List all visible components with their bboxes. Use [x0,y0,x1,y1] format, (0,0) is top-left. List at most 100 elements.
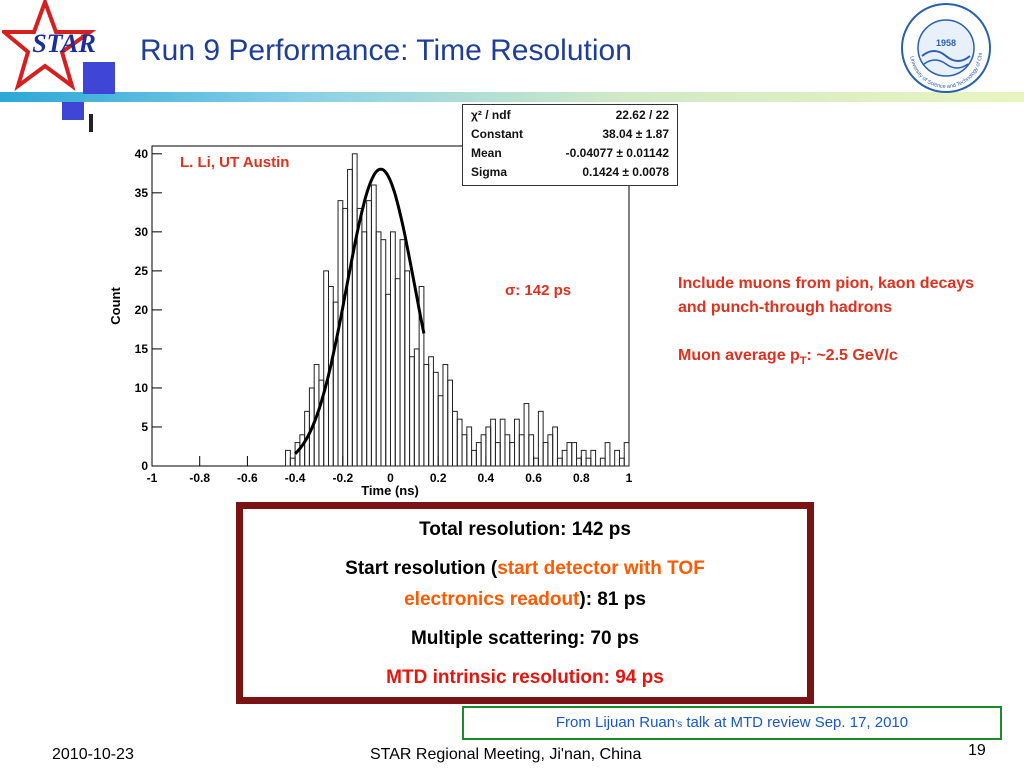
x-tick-label: 0 [387,471,394,485]
histogram-bin [375,231,382,467]
x-tick-label: -0.4 [285,471,306,485]
note-line: Muon average pT: ~2.5 GeV/c [678,344,998,373]
histogram-bin [323,270,329,467]
histogram-bin [385,293,392,467]
fit-stat-label: Constant [471,127,523,141]
fit-stat-row: χ² / ndf 22.62 / 22 [471,108,669,122]
electronics-highlight: electronics readout [404,589,580,610]
histogram-bin [504,434,511,467]
histogram-bin [351,153,358,467]
histogram-bin [432,371,439,467]
histogram-bin [475,442,482,467]
star-logo-text: STAR [32,29,96,58]
x-tick-label: 0.6 [525,471,542,485]
histogram-bin [370,184,377,467]
histogram-bin [332,301,339,467]
histogram-bin [571,442,578,467]
university-seal-logo: 1958 University of Science and Technolog… [900,2,991,93]
y-tick-label: 0 [141,459,148,473]
footer-date: 2010-10-23 [52,746,134,763]
y-tick-label: 20 [135,303,149,317]
header-decorative-tick [89,114,93,132]
x-tick-label: 0.8 [573,471,590,485]
y-axis-label: Count [108,287,123,325]
footer-meeting: STAR Regional Meeting, Ji'nan, China [370,746,642,763]
histogram-bin [552,426,558,467]
histogram-bin [428,356,434,467]
histogram-bin [413,348,420,467]
source-text: From Lijuan Ruan [555,714,676,731]
start-detector-highlight: start detector with TOF [497,558,705,579]
y-tick-label: 15 [135,342,149,356]
source-text: talk at MTD review Sep. 17, 2010 [682,714,909,731]
page-title: Run 9 Performance: Time Resolution [140,34,632,67]
sigma-annotation: σ: 142 ps [505,282,572,299]
header-decorative-square [83,62,115,94]
histogram-bin [499,418,506,467]
fit-stat-label: Mean [471,146,502,160]
source-apostrophe: ’s [675,719,683,730]
histogram-bin [614,449,620,467]
histogram-bin [566,442,573,467]
histogram-bin [542,442,549,467]
x-tick-label: 0.2 [430,471,447,485]
histogram-bin [461,434,468,467]
x-tick-label: 0.4 [478,471,495,485]
histogram-bin [485,426,492,467]
histogram-bin [518,434,525,467]
resolution-summary-box: Total resolution: 142 ps Start resolutio… [236,502,814,704]
fit-stat-value: -0.04077 ± 0.01142 [565,146,669,160]
histogram-bin [409,356,415,467]
page-number: 19 [968,742,986,759]
total-resolution: Total resolution: 142 ps [419,519,631,540]
histogram-bin [342,207,349,467]
histogram-bin [356,207,363,467]
gaussian-fit-curve [294,167,426,455]
histogram-bin [390,231,396,467]
histogram-bins [285,153,630,467]
note-text: Muon average p [678,347,800,364]
histogram-bin [623,442,630,467]
histogram-bin [580,449,587,467]
histogram-bin [523,403,530,467]
histogram-bin [299,434,306,467]
note-line: Include muons from pion, kaon decays and… [678,275,975,316]
fit-stat-value: 0.1424 ± 0.0078 [582,165,669,179]
histogram-bin [471,449,477,467]
star-logo: STAR [2,0,97,92]
histogram-bin [494,442,501,467]
y-tick-label: 40 [135,147,149,161]
histogram-bin [585,457,592,467]
histogram-bin [466,426,473,467]
seal-year: 1958 [936,38,956,48]
fit-stat-row: Constant 38.04 ± 1.87 [471,127,669,141]
fit-stat-value: 22.62 / 22 [615,108,669,122]
author-credit: L. Li, UT Austin [180,154,290,171]
y-tick-label: 30 [135,225,149,239]
x-tick-label: -1 [147,471,158,485]
header-decorative-square [62,102,84,120]
start-resolution-suffix: ): 81 ps [579,589,646,610]
histogram-bin [404,270,411,467]
x-tick-label: -0.2 [332,471,353,485]
x-tick-label: 1 [626,471,633,485]
x-axis: -1 -0.8 -0.6 -0.4 -0.2 0 0.2 0.4 0.6 0.8 1 [147,456,633,485]
histogram-bin [442,364,449,467]
note-text: : ~2.5 GeV/c [806,347,898,364]
fit-stat-label: χ² / ndf [471,108,511,122]
histogram-bin [480,434,487,467]
resolution-summary-inner: Total resolution: 142 ps Start resolutio… [242,508,808,698]
x-tick-label: -0.8 [189,471,210,485]
histogram-bin [399,239,406,467]
multiple-scattering: Multiple scattering: 70 ps [410,628,640,649]
fit-stat-label: Sigma [471,165,508,179]
histogram-bin [394,278,401,467]
fit-statistics-box: χ² / ndf 22.62 / 22 Constant 38.04 ± 1.8… [462,104,678,186]
histogram-bin [618,457,625,467]
histogram-bin [599,457,606,467]
start-resolution-line2: electronics readout): 81 ps [243,589,807,611]
fit-stat-row: Mean -0.04077 ± 0.01142 [471,146,669,160]
histogram-bin [509,442,516,467]
x-tick-label: -0.6 [237,471,258,485]
x-axis-label: Time (ns) [361,483,419,498]
